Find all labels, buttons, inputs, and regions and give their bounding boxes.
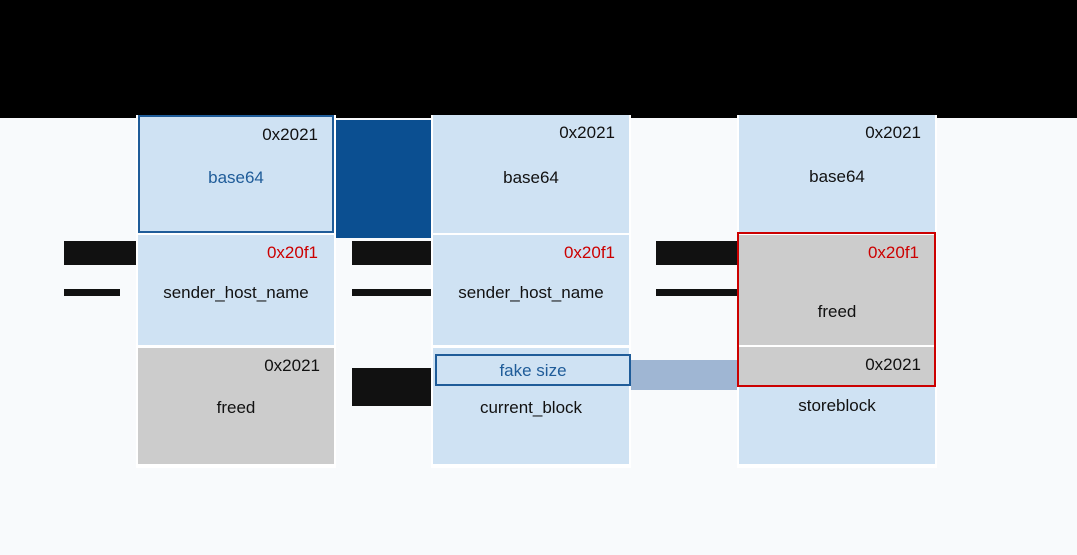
- redaction-mark: [352, 368, 432, 406]
- chunk-base64: 0x2021 base64: [433, 115, 629, 233]
- heap-column-1: 0x2021 base64 0x20f1 sender_host_name 0x…: [136, 115, 336, 468]
- connector-fake-size: [631, 360, 739, 390]
- redaction-mark: [352, 289, 432, 296]
- chunk-size: 0x20f1: [563, 243, 615, 262]
- redaction-mark: [64, 289, 120, 296]
- chunk-name: base64: [503, 168, 559, 187]
- freed-region-outline: [737, 232, 936, 387]
- chunk-name: base64: [809, 167, 865, 186]
- chunk-base64: 0x2021 base64: [138, 115, 334, 233]
- chunk-size: 0x2021: [865, 355, 921, 374]
- chunk-freed: 0x20f1 freed: [739, 235, 935, 345]
- fake-size-box: fake size: [435, 354, 631, 386]
- heap-column-3: 0x2021 base64 0x20f1 freed 0x2021 storeb…: [737, 115, 937, 468]
- chunk-size: 0x2021: [865, 123, 921, 142]
- chunk-sender-host-name: 0x20f1 sender_host_name: [138, 235, 334, 345]
- chunk-freed: 0x2021 freed: [138, 348, 334, 464]
- chunk-name: freed: [216, 398, 256, 417]
- chunk-sender-host-name: 0x20f1 sender_host_name: [433, 235, 629, 345]
- connector-base64: [334, 120, 432, 238]
- chunk-name: base64: [208, 168, 264, 187]
- chunk-size: 0x2021: [262, 125, 318, 144]
- redaction-mark: [656, 241, 738, 265]
- chunk-name: current_block: [479, 398, 583, 417]
- chunk-name: sender_host_name: [458, 283, 604, 302]
- chunk-name: sender_host_name: [163, 283, 309, 302]
- chunk-size: 0x2021: [559, 123, 615, 142]
- chunk-name: freed: [817, 302, 857, 321]
- redaction-mark: [352, 241, 432, 265]
- redaction-mark: [656, 289, 738, 296]
- chunk-size: 0x2021: [264, 356, 320, 375]
- fake-size-label: fake size: [499, 361, 567, 380]
- top-redacted-bar: [0, 0, 1077, 118]
- chunk-storeblock: storeblock: [739, 386, 935, 464]
- chunk-overlap-size: 0x2021: [739, 347, 935, 386]
- heap-column-2: 0x2021 base64 0x20f1 sender_host_name fa…: [431, 115, 631, 468]
- chunk-base64: 0x2021 base64: [739, 115, 935, 233]
- chunk-size: 0x20f1: [266, 243, 318, 262]
- chunk-size: 0x20f1: [867, 243, 919, 262]
- chunk-current-block: fake size current_block: [433, 348, 631, 464]
- chunk-name: storeblock: [798, 396, 876, 415]
- redaction-mark: [64, 241, 136, 265]
